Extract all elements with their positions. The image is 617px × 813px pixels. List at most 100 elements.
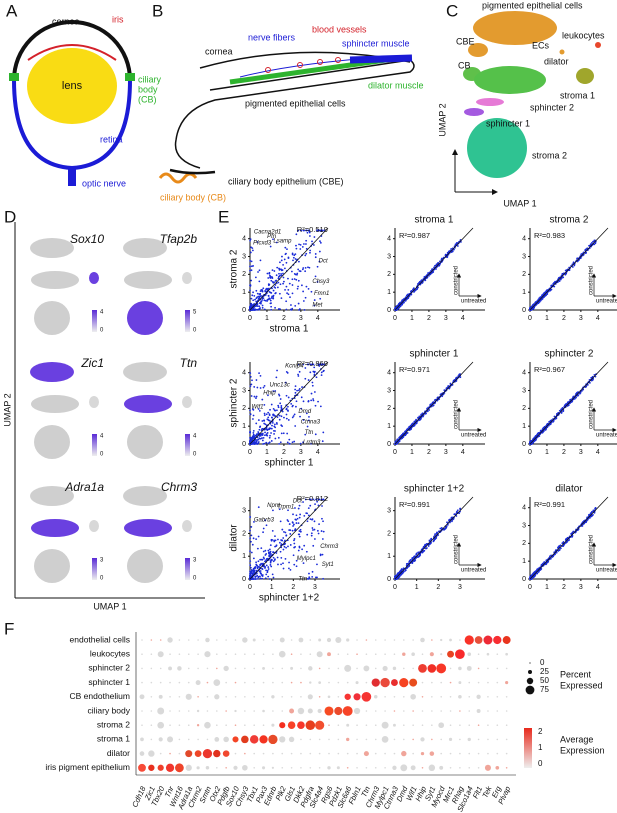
plot-title: sphincter 1 xyxy=(410,349,459,360)
point xyxy=(577,394,580,397)
point xyxy=(249,564,252,567)
point xyxy=(531,304,534,306)
dot xyxy=(187,738,190,741)
y-tick-label: 1 xyxy=(387,289,391,296)
fit-line xyxy=(249,361,329,445)
x-tick-label: 4 xyxy=(316,449,320,456)
point xyxy=(313,373,316,376)
legend-tick: 50 xyxy=(540,676,549,685)
point xyxy=(394,307,397,310)
point xyxy=(267,284,270,287)
label: iris xyxy=(112,14,124,24)
point xyxy=(317,504,320,507)
point xyxy=(280,297,283,300)
y-tick-label: 2 xyxy=(242,405,246,412)
point xyxy=(320,530,323,532)
point xyxy=(554,553,556,556)
point xyxy=(267,575,270,578)
point xyxy=(292,525,294,527)
dot xyxy=(431,710,433,712)
dot xyxy=(157,764,164,771)
point xyxy=(258,305,261,308)
point xyxy=(252,408,255,411)
colorbar xyxy=(92,310,97,332)
point xyxy=(553,281,555,284)
dot xyxy=(365,710,368,712)
point xyxy=(258,410,261,412)
r-squared: R²=0.869 xyxy=(297,359,328,368)
point xyxy=(310,534,313,537)
dot xyxy=(169,724,171,726)
point xyxy=(287,288,290,291)
point xyxy=(267,416,270,419)
dot xyxy=(300,738,302,741)
point xyxy=(562,410,565,413)
point xyxy=(428,539,431,542)
dot xyxy=(309,738,312,741)
dot xyxy=(363,751,369,757)
panel-label: C xyxy=(446,1,458,20)
dot xyxy=(505,767,508,769)
point xyxy=(542,427,545,430)
x-tick-label: 0 xyxy=(393,315,397,322)
gene-name: Chrm3 xyxy=(161,480,197,494)
point xyxy=(309,363,312,366)
x-tick-label: 2 xyxy=(436,584,440,591)
point xyxy=(279,520,282,523)
point xyxy=(254,567,256,570)
point xyxy=(299,442,302,445)
dot xyxy=(244,696,246,698)
point xyxy=(267,549,270,552)
point xyxy=(303,514,306,517)
point xyxy=(282,282,285,285)
point xyxy=(301,548,304,551)
point xyxy=(291,307,294,310)
dot xyxy=(242,637,248,643)
y-axis-label: sphincter 2 xyxy=(229,378,240,427)
point xyxy=(249,251,252,254)
dot xyxy=(196,709,200,713)
dot xyxy=(157,707,165,715)
point xyxy=(311,518,313,521)
x-tick-label: 3 xyxy=(313,584,317,591)
dot xyxy=(337,724,340,726)
point xyxy=(561,542,564,545)
point xyxy=(251,435,254,438)
point xyxy=(307,363,310,366)
point xyxy=(262,436,265,439)
arrow-label: untreated xyxy=(461,299,486,305)
point xyxy=(272,556,275,559)
colorbar-tick: 3 xyxy=(100,558,104,564)
point xyxy=(249,289,251,292)
x-tick-label: 4 xyxy=(596,584,600,591)
point xyxy=(267,557,269,560)
point xyxy=(558,548,561,551)
point xyxy=(261,437,263,439)
point xyxy=(288,442,291,445)
point xyxy=(292,259,294,262)
gene-annotation: Dct xyxy=(293,499,302,505)
row-label: sphincter 2 xyxy=(88,663,130,673)
point xyxy=(250,383,253,386)
point xyxy=(287,277,289,280)
point xyxy=(265,413,268,416)
point xyxy=(305,252,308,255)
colorbar-tick: 0 xyxy=(100,328,104,334)
dot xyxy=(234,681,237,684)
point xyxy=(322,370,325,373)
point xyxy=(302,501,304,503)
dot xyxy=(318,696,321,698)
point xyxy=(249,550,251,553)
x-tick-label: 2 xyxy=(562,315,566,322)
dot xyxy=(253,710,255,712)
point xyxy=(424,412,427,415)
point xyxy=(291,441,294,444)
point xyxy=(263,384,266,387)
point xyxy=(279,274,281,277)
point xyxy=(295,247,298,250)
point xyxy=(259,374,262,377)
dot xyxy=(150,710,153,712)
point xyxy=(262,386,265,389)
point xyxy=(281,528,284,531)
point xyxy=(278,442,280,445)
